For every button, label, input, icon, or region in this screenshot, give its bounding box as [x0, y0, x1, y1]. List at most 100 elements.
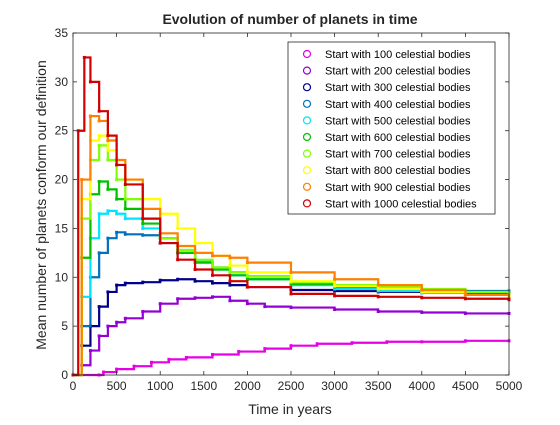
- series-7-point-14: [290, 280, 293, 283]
- series-9-point-10: [176, 258, 179, 261]
- series-9-point-6: [115, 163, 118, 166]
- series-1-point-10: [194, 296, 197, 299]
- series-0-point-3: [115, 368, 118, 371]
- legend-entry-5: Start with 600 celestial bodies: [325, 132, 471, 144]
- series-2-point-10: [194, 280, 197, 283]
- series-4-point-4: [106, 209, 109, 212]
- series-9-point-17: [377, 295, 380, 298]
- legend-entry-0: Start with 100 celestial bodies: [325, 49, 471, 61]
- series-1-point-5: [115, 321, 118, 324]
- series-9-point-5: [106, 134, 109, 137]
- series-1-point-16: [333, 308, 336, 311]
- series-7-point-12: [228, 264, 231, 267]
- x-axis-label: Time in years: [248, 401, 332, 417]
- legend-entry-9: Start with 1000 celestial bodies: [325, 198, 477, 210]
- series-5-point-4: [106, 188, 109, 191]
- series-1-point-7: [141, 310, 144, 313]
- series-2-point-3: [98, 305, 101, 308]
- series-0-point-5: [150, 361, 153, 364]
- y-tick-label: 10: [55, 270, 69, 284]
- series-0-point-16: [464, 339, 467, 342]
- legend-entry-6: Start with 700 celestial bodies: [325, 149, 471, 161]
- x-tick-label: 2500: [278, 379, 305, 393]
- series-0-point-11: [290, 344, 293, 347]
- series-0-point-2: [102, 371, 105, 374]
- series-9-point-8: [141, 217, 144, 220]
- series-6-point-5: [115, 178, 118, 181]
- series-4-point-6: [124, 217, 127, 220]
- series-0-point-14: [385, 340, 388, 343]
- x-tick-label: 1000: [147, 379, 174, 393]
- series-2-point-8: [159, 279, 162, 282]
- series-7-point-13: [246, 271, 249, 274]
- series-9-point-4: [98, 110, 101, 113]
- series-8-point-14: [290, 271, 293, 274]
- series-9-point-13: [228, 280, 231, 283]
- series-0-point-13: [351, 341, 354, 344]
- series-3-point-3: [98, 251, 101, 254]
- series-3-point-6: [124, 233, 127, 236]
- series-8-point-15: [333, 278, 336, 281]
- series-5-point-6: [124, 207, 127, 210]
- series-3-point-7: [141, 234, 144, 237]
- series-5-point-7: [141, 222, 144, 225]
- series-3-point-4: [106, 237, 109, 240]
- legend-entry-2: Start with 300 celestial bodies: [325, 82, 471, 94]
- series-7-point-4: [106, 149, 109, 152]
- series-8-point-10: [194, 251, 197, 254]
- series-9-point-3: [89, 80, 92, 83]
- series-8-point-11: [211, 254, 214, 257]
- legend-entry-8: Start with 900 celestial bodies: [325, 182, 471, 194]
- legend-entry-7: Start with 800 celestial bodies: [325, 165, 471, 177]
- series-8-point-12: [228, 256, 231, 259]
- series-0-point-10: [263, 347, 266, 350]
- x-tick-label: 3500: [365, 379, 392, 393]
- series-0-point-6: [167, 358, 170, 361]
- x-tick-label: 4500: [452, 379, 479, 393]
- series-0-point-9: [237, 350, 240, 353]
- legend-entry-1: Start with 200 celestial bodies: [325, 66, 471, 78]
- series-9-point-2: [83, 56, 86, 59]
- series-9-point-14: [246, 286, 249, 289]
- series-1-point-11: [211, 295, 214, 298]
- series-6-point-12: [228, 271, 231, 274]
- y-tick-label: 5: [61, 319, 68, 333]
- x-tick-label: 500: [107, 379, 127, 393]
- series-9-point-19: [464, 297, 467, 300]
- series-1-point-8: [159, 302, 162, 305]
- series-8-point-13: [246, 261, 249, 264]
- legend: Start with 100 celestial bodies Start wit…: [288, 42, 495, 214]
- series-8-point-4: [106, 139, 109, 142]
- series-4-point-3: [98, 212, 101, 215]
- series-4-point-7: [141, 227, 144, 230]
- series-9-point-15: [290, 292, 293, 295]
- series-1-point-18: [420, 311, 423, 314]
- x-tick-label: 2000: [234, 379, 261, 393]
- series-7-point-10: [194, 242, 197, 245]
- series-8-point-18: [464, 293, 467, 296]
- y-tick-label: 20: [55, 173, 69, 187]
- y-tick-label: 35: [55, 26, 69, 40]
- series-2-point-6: [124, 282, 127, 285]
- series-2-point-11: [211, 282, 214, 285]
- series-0-point-12: [316, 342, 319, 345]
- y-axis-label: Mean number of planets conform our defin…: [33, 60, 49, 350]
- series-0-point-15: [420, 340, 423, 343]
- series-5-point-3: [98, 180, 101, 183]
- series-8-point-3: [98, 119, 101, 122]
- series-1-point-9: [176, 297, 179, 300]
- series-0-point-4: [133, 365, 136, 368]
- series-7-point-16: [377, 288, 380, 291]
- series-9-point-18: [420, 296, 423, 299]
- series-1-point-13: [246, 302, 249, 305]
- y-tick-label: 0: [61, 368, 68, 382]
- series-4-point-5: [115, 212, 118, 215]
- x-tick-label: 4000: [408, 379, 435, 393]
- series-0-point-8: [211, 353, 214, 356]
- series-1-point-15: [290, 306, 293, 309]
- x-tick-label: 0: [70, 379, 77, 393]
- series-2-point-4: [106, 290, 109, 293]
- series-5-point-5: [115, 198, 118, 201]
- series-9-point-9: [159, 242, 162, 245]
- series-8-point-2: [89, 115, 92, 118]
